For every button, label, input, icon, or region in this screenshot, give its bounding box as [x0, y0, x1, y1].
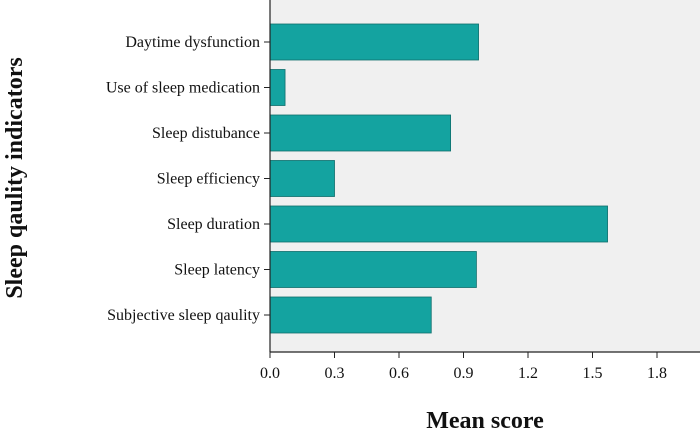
x-tick-label-0: 0.0 [260, 365, 280, 382]
bar-4 [269, 205, 608, 243]
bar-6 [269, 296, 432, 334]
x-tick-label-6: 1.8 [647, 365, 667, 382]
x-tick-label-5: 1.5 [583, 365, 603, 382]
category-label-4: Sleep duration [167, 216, 260, 233]
category-label-1: Use of sleep medication [106, 80, 260, 97]
bar-0 [269, 23, 479, 61]
category-label-3: Sleep efficiency [157, 171, 260, 188]
category-label-2: Sleep distubance [152, 125, 260, 142]
category-label-0: Daytime dysfunction [125, 34, 260, 51]
x-tick-label-2: 0.6 [389, 365, 409, 382]
category-label-6: Subjective sleep qaulity [107, 307, 260, 324]
bar-2 [269, 114, 452, 152]
bar-3 [269, 160, 335, 197]
bar-5 [269, 251, 477, 288]
x-tick-label-1: 0.3 [325, 365, 345, 382]
x-axis-title: Mean score [426, 408, 544, 430]
x-tick-label-4: 1.2 [518, 365, 538, 382]
bar-1 [269, 69, 286, 106]
category-label-5: Sleep latency [174, 262, 260, 279]
x-tick-label-3: 0.9 [454, 365, 474, 382]
y-axis-title: Sleep qaulity indicators [2, 57, 28, 298]
